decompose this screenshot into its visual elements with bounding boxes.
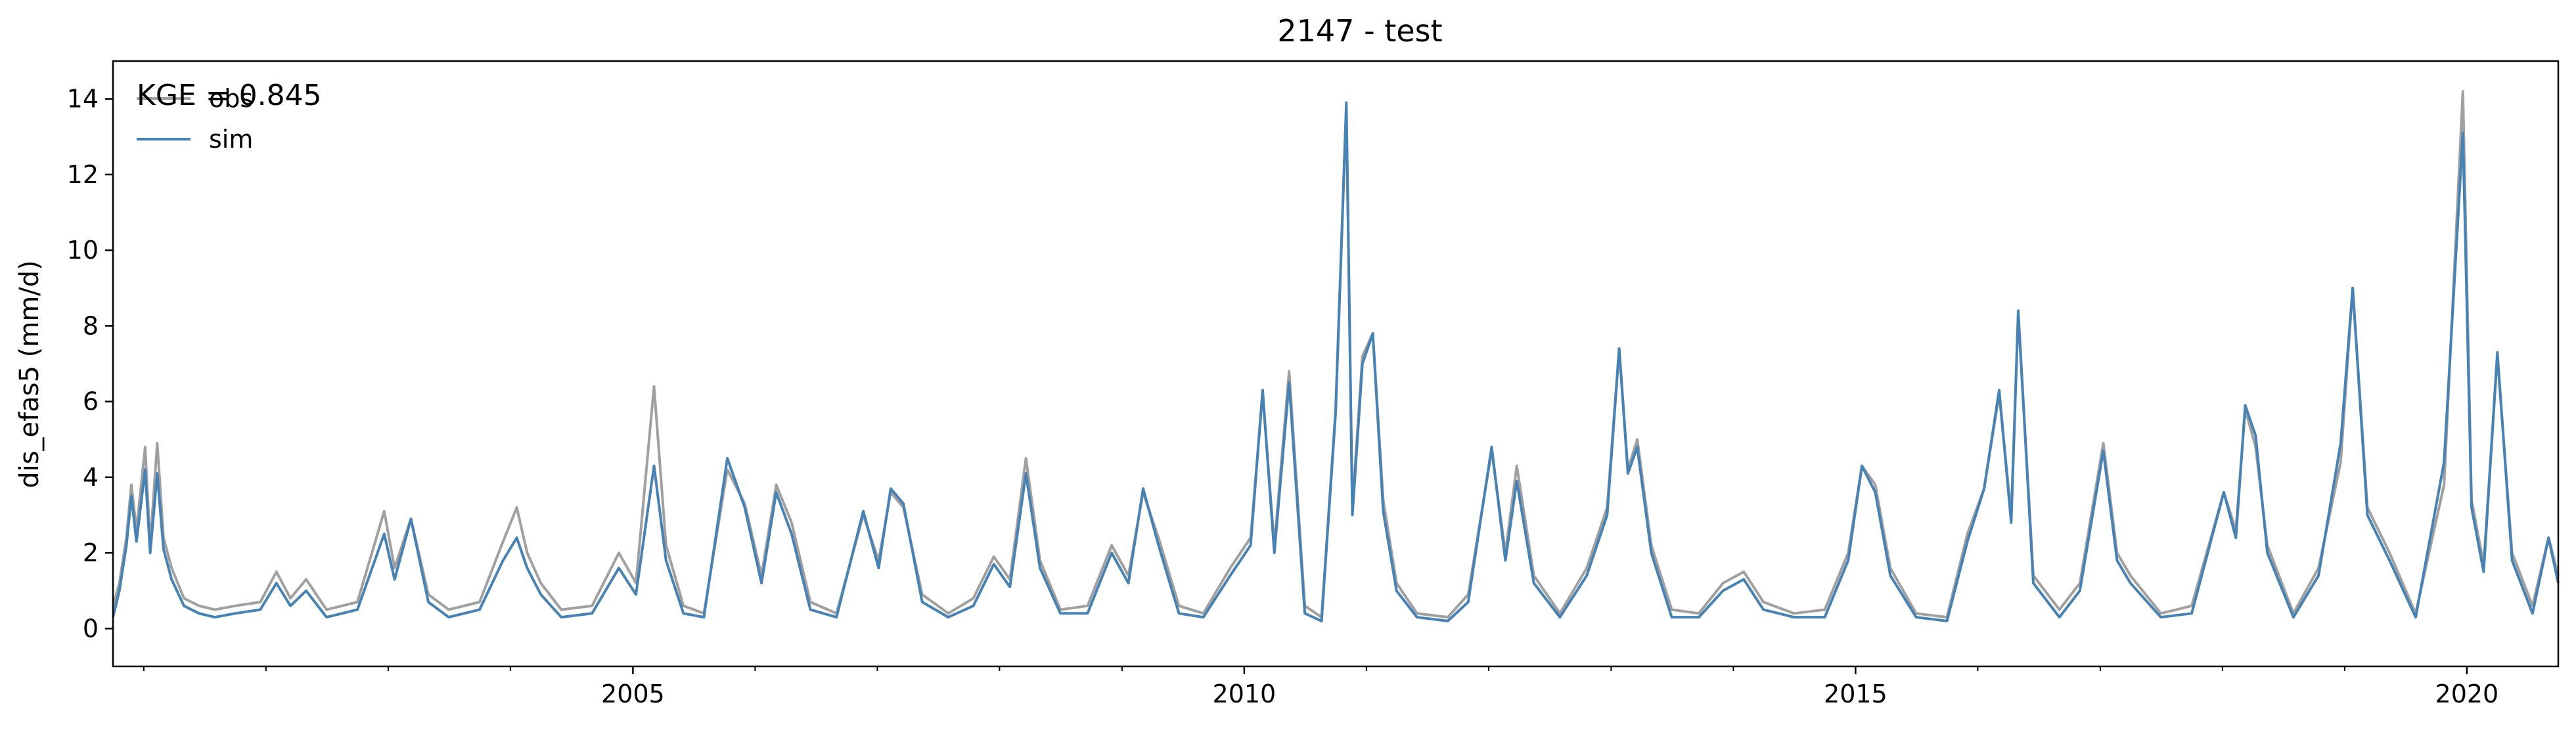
- y-tick-label: 0: [83, 614, 99, 643]
- y-tick-label: 10: [67, 236, 99, 265]
- legend: obs sim: [137, 84, 253, 154]
- y-axis-label: dis_efas5 (mm/d): [14, 260, 45, 488]
- series-line-obs: [112, 90, 2560, 619]
- x-tick-label: 2020: [2435, 680, 2499, 708]
- kge-annotation: KGE = 0.845: [137, 79, 322, 112]
- y-tick-label: 14: [67, 85, 99, 114]
- legend-label-sim: sim: [209, 125, 253, 154]
- y-tick-label: 8: [83, 311, 99, 340]
- series-line-sim: [112, 101, 2560, 622]
- y-axis-ticks: 0 2 4 6 8 10 12 14: [67, 85, 113, 643]
- x-tick-label: 2010: [1213, 680, 1277, 708]
- plot-frame: [112, 60, 2560, 668]
- y-tick-label: 12: [67, 160, 99, 189]
- x-tick-label: 2005: [601, 680, 665, 708]
- chart-title: 2147 - test: [1277, 13, 1442, 49]
- series-layer: [112, 90, 2560, 622]
- x-tick-label: 2015: [1824, 680, 1887, 708]
- y-tick-label: 4: [83, 463, 99, 492]
- legend-label-obs: obs: [209, 84, 253, 113]
- x-axis-ticks: 2005 2010 2015 2020: [143, 666, 2499, 708]
- y-tick-label: 2: [83, 538, 99, 567]
- y-tick-label: 6: [83, 387, 99, 416]
